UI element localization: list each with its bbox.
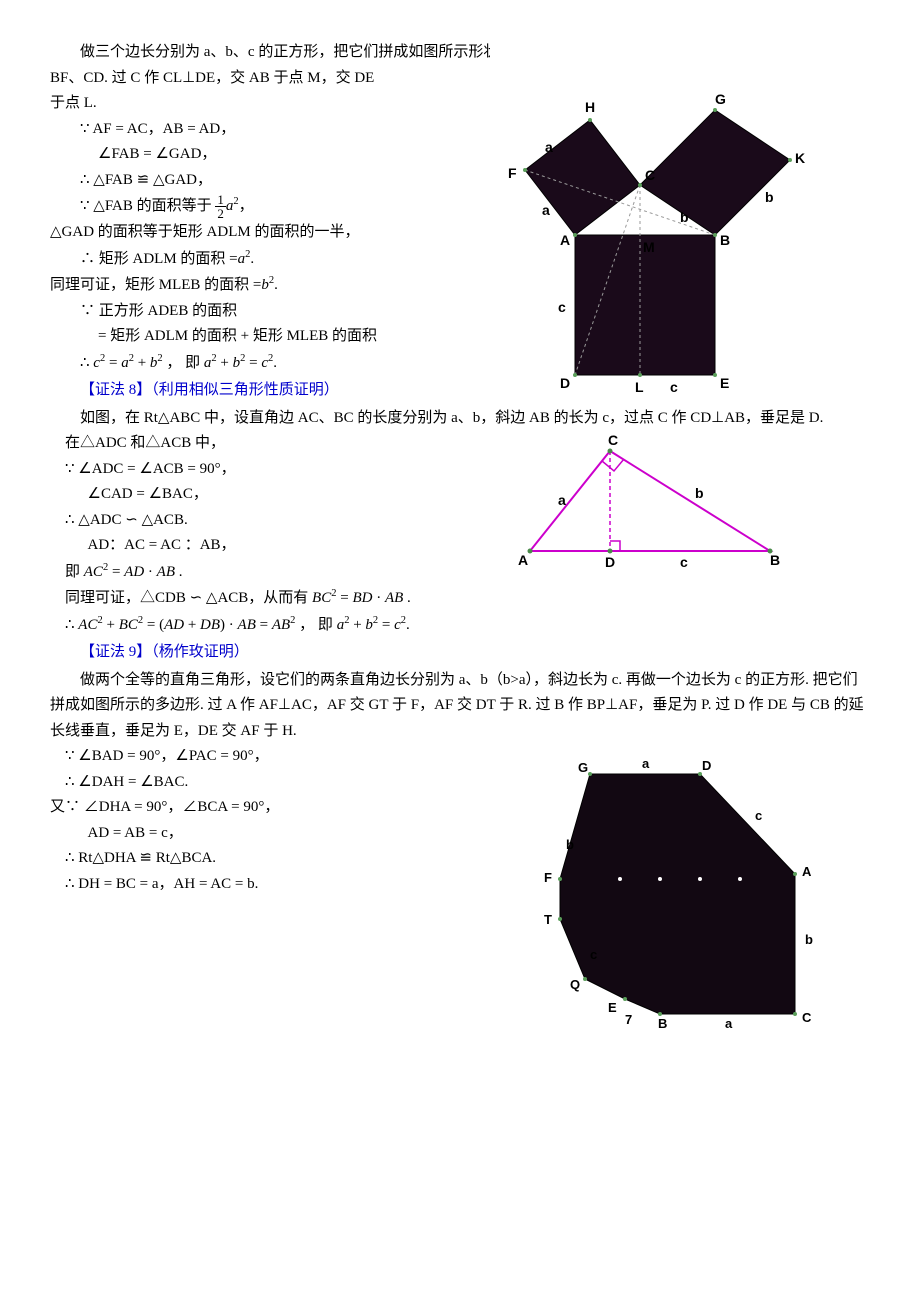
svg-text:G: G [715, 91, 726, 107]
s7-l5: △GAD 的面积等于矩形 ADLM 的面积的一半， [50, 220, 390, 246]
similar-triangle-svg: A B C D a b c [510, 431, 790, 571]
svg-text:T: T [544, 912, 552, 927]
fraction-half: 12 [215, 193, 226, 220]
s9-l5: ∴ Rt△DHA ≌ Rt△BCA. [50, 846, 450, 872]
svg-text:B: B [720, 232, 730, 248]
euclid-diagram-svg: A B C D E L M F H G K a a b b c c [490, 40, 840, 400]
s8-l5: AD：AC = AC ：AB， [50, 533, 450, 559]
s7-l2: ∠FAB = ∠GAD， [50, 142, 390, 168]
svg-text:D: D [560, 375, 570, 391]
svg-text:a: a [545, 139, 553, 155]
s8-l7: 同理可证，△CDB ∽ △ACB，从而有 BC2 = BD · AB . [50, 585, 870, 612]
s7-l6: ∴ 矩形 ADLM 的面积 =a2. [50, 246, 390, 273]
svg-text:c: c [670, 379, 678, 395]
s9-l2: ∴ ∠DAH = ∠BAC. [50, 770, 450, 796]
svg-text:L: L [635, 379, 644, 395]
svg-text:b: b [566, 837, 574, 852]
svg-text:Q: Q [570, 977, 580, 992]
svg-text:B: B [658, 1016, 667, 1031]
s9-text: ∵ ∠BAD = 90°，∠PAC = 90°， ∴ ∠DAH = ∠BAC. … [50, 744, 450, 897]
svg-text:b: b [765, 189, 774, 205]
yang-diagram-svg: G D A C B E Q T F a c b a c b 7 [530, 744, 830, 1044]
s8-l4: ∴ △ADC ∽ △ACB. [50, 508, 450, 534]
s8-l3: ∠CAD = ∠BAC， [50, 482, 450, 508]
s8-text: 在△ADC 和△ACB 中， ∵ ∠ADC = ∠ACB = 90°， ∠CAD… [50, 431, 450, 585]
proof-9-block: GD AC BE QT F ac ba cb 7 ∵ ∠BAD = 90°，∠P… [50, 744, 870, 897]
s8-l8: ∴ AC2 + BC2 = (AD + DB) · AB = AB2 ， 即 a… [50, 612, 870, 639]
svg-text:b: b [805, 932, 813, 947]
s7-l3: ∴ △FAB ≌ △GAD， [50, 168, 390, 194]
s7-l4: ∵ △FAB 的面积等于 12a2， [50, 193, 390, 220]
svg-text:E: E [608, 1000, 617, 1015]
s7-intro2: BF、CD. 过 C 作 CL⊥DE，交 AB 于点 M，交 DE 于点 L. [50, 66, 390, 117]
svg-text:c: c [558, 299, 566, 315]
s7-text: BF、CD. 过 C 作 CL⊥DE，交 AB 于点 M，交 DE 于点 L. … [50, 66, 390, 273]
svg-text:a: a [542, 202, 550, 218]
svg-text:c: c [680, 554, 688, 570]
figure-2-similar: A B C D a b c [510, 431, 790, 581]
proof-9-title: 【证法 9】（杨作玫证明） [50, 640, 870, 666]
svg-text:a: a [558, 492, 566, 508]
s8-l1: 在△ADC 和△ACB 中， [50, 431, 450, 457]
svg-text:c: c [590, 947, 597, 962]
svg-text:D: D [605, 554, 615, 570]
svg-text:M: M [643, 239, 655, 255]
s8-l2: ∵ ∠ADC = ∠ACB = 90°， [50, 457, 450, 483]
svg-text:a: a [642, 756, 650, 771]
svg-text:F: F [544, 870, 552, 885]
s9-l6: ∴ DH = BC = a，AH = AC = b. [50, 872, 450, 898]
figure-3-yang: G D A C B E Q T F a c b a c b 7 [530, 744, 830, 1054]
svg-text:b: b [680, 209, 689, 225]
svg-text:B: B [770, 552, 780, 568]
svg-text:C: C [802, 1010, 812, 1025]
s9-l1: ∵ ∠BAD = 90°，∠PAC = 90°， [50, 744, 450, 770]
s8-l6: 即 AC2 = AD · AB . [50, 559, 450, 586]
s7-l4a: ∵ △FAB 的面积等于 [80, 198, 212, 214]
svg-text:a: a [725, 1016, 733, 1031]
figure-1-euclid: A B C D E L M F H G K a a b b c c [490, 40, 840, 410]
svg-text:H: H [585, 99, 595, 115]
svg-text:F: F [508, 165, 517, 181]
svg-text:D: D [702, 758, 711, 773]
svg-text:A: A [518, 552, 528, 568]
svg-text:C: C [608, 432, 618, 448]
s9-intro: 做两个全等的直角三角形，设它们的两条直角边长分别为 a、b（b>a），斜边长为 … [50, 668, 870, 745]
s7-l4b: ， [239, 198, 254, 214]
svg-text:A: A [560, 232, 570, 248]
proof-8-block: A B C D a b c 在△ADC 和△ACB 中， ∵ ∠ADC = ∠ACB =… [50, 431, 870, 638]
svg-text:E: E [720, 375, 729, 391]
svg-text:A: A [802, 864, 812, 879]
s7-l1: ∵ AF = AC，AB = AD， [50, 117, 390, 143]
svg-text:b: b [695, 485, 704, 501]
svg-text:c: c [755, 808, 762, 823]
svg-text:C: C [645, 167, 655, 183]
svg-text:K: K [795, 150, 805, 166]
svg-text:G: G [578, 760, 588, 775]
svg-text:7: 7 [625, 1012, 632, 1027]
proof-7-block: AB CD EL MF HG K aa bb cc 做三个边长分别为 a、b、c… [50, 40, 870, 376]
s9-l4: AD = AB = c， [50, 821, 450, 847]
s9-l3: 又∵ ∠DHA = 90°，∠BCA = 90°， [50, 795, 450, 821]
